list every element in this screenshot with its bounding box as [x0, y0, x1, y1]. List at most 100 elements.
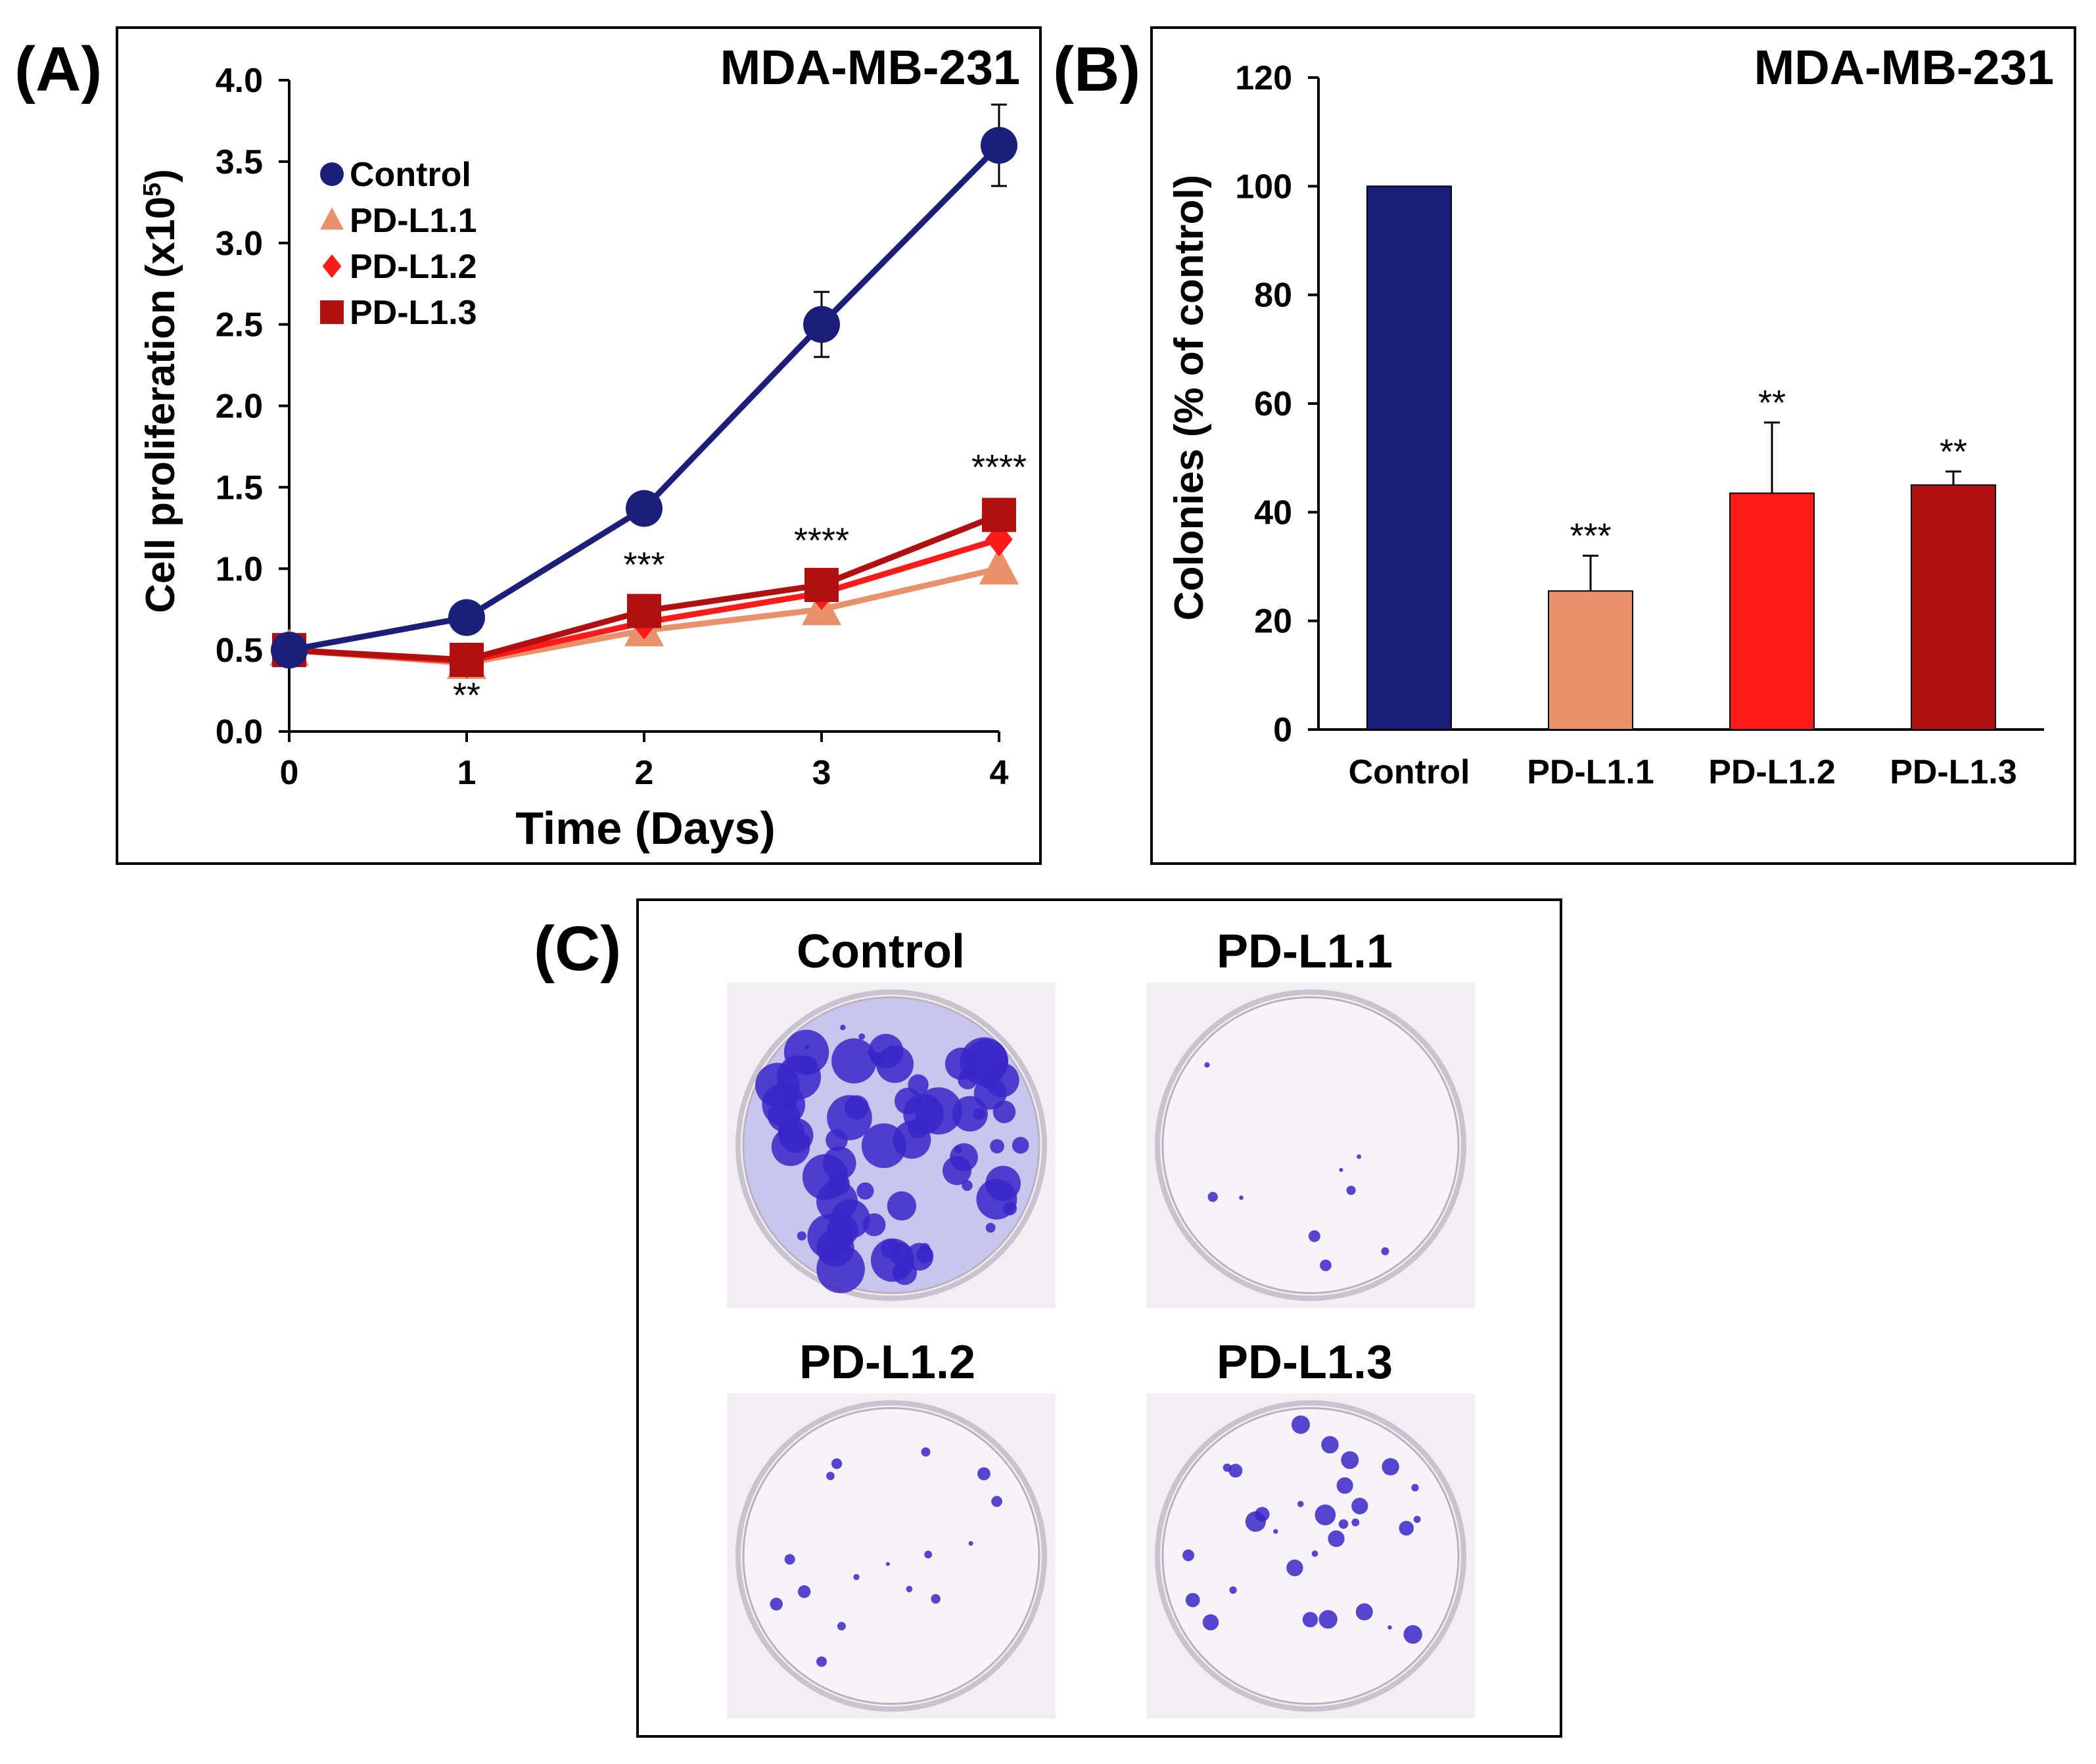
colony	[915, 1087, 962, 1135]
colony	[1328, 1530, 1345, 1547]
colony	[1318, 1610, 1338, 1629]
chart-b-ylabel: Colonies (% of control)	[1167, 175, 1212, 621]
y-tick-label: 0.0	[216, 713, 263, 751]
colony	[797, 1231, 806, 1241]
data-point	[982, 498, 1016, 532]
panel-b-label: (B)	[1053, 34, 1140, 104]
panel-a-label: (A)	[14, 34, 102, 104]
significance-label: ***	[1570, 516, 1611, 555]
y-tick-label: 4.0	[216, 62, 263, 100]
data-point	[448, 599, 485, 636]
panel-a: (A) MDA-MB-231 0.0 0.5 1.0 1.5 2.0 2.5 3.0 3.5 4…	[14, 26, 1042, 865]
colony	[1202, 1614, 1219, 1631]
colony	[1399, 1520, 1414, 1536]
legend-label: PD-L1.1	[350, 202, 477, 240]
colony	[1351, 1497, 1368, 1515]
well-pd-l11	[1146, 983, 1475, 1308]
legend-label: Control	[350, 156, 471, 194]
y-tick-label: 20	[1254, 603, 1292, 641]
chart-a-title: MDA-MB-231	[720, 40, 1020, 95]
colony	[831, 1458, 843, 1470]
colony	[1382, 1458, 1399, 1475]
y-tick-label: 120	[1235, 59, 1292, 97]
colony	[1387, 1625, 1392, 1630]
bar-control	[1366, 185, 1452, 731]
y-tick-label: 0	[1273, 711, 1292, 749]
bar-pd-l13	[1911, 484, 1996, 730]
data-point	[450, 642, 484, 677]
colony	[968, 1541, 973, 1546]
colony	[1311, 1550, 1318, 1557]
bar-pd-l11	[1548, 590, 1633, 731]
colony	[1355, 1603, 1373, 1621]
colony	[827, 1095, 872, 1140]
legend-marker	[320, 207, 344, 230]
significance-label: ***	[623, 545, 664, 585]
significance-label: **	[1758, 383, 1786, 423]
colony	[1302, 1612, 1318, 1627]
colony	[1357, 1154, 1362, 1159]
colony	[985, 1063, 1019, 1098]
well-rim	[1155, 1400, 1466, 1712]
colony	[893, 1121, 931, 1159]
colony	[876, 1045, 914, 1083]
colony	[1297, 1500, 1304, 1508]
data-point	[803, 306, 840, 343]
well-pd-l12	[727, 1393, 1056, 1719]
data-point	[981, 127, 1017, 164]
colony	[950, 1143, 978, 1172]
data-point	[804, 568, 839, 603]
colony	[778, 1118, 805, 1145]
colony	[816, 1656, 827, 1667]
colony	[916, 1246, 933, 1264]
colony	[1338, 1519, 1349, 1529]
well-control	[727, 983, 1056, 1308]
data-point	[627, 593, 661, 628]
colony	[985, 1222, 996, 1233]
colony	[1336, 1477, 1353, 1494]
panel-b-frame	[1150, 26, 2076, 865]
colony	[1182, 1549, 1194, 1562]
colony	[1012, 1136, 1029, 1154]
well-bottom	[1161, 1407, 1460, 1705]
y-tick-label: 0.5	[216, 632, 263, 670]
colony	[1239, 1195, 1244, 1200]
significance-label: **	[1940, 432, 1967, 471]
y-tick-label: 1.0	[216, 550, 263, 588]
y-tick-label: 3.5	[216, 143, 263, 181]
data-point	[979, 547, 1019, 585]
well-label: Control	[797, 925, 965, 978]
colony	[889, 1242, 913, 1266]
legend-marker	[322, 254, 342, 278]
y-tick-label: 3.0	[216, 225, 263, 263]
colony	[962, 1180, 973, 1192]
bar-pd-l12	[1729, 492, 1815, 731]
colony	[887, 1191, 917, 1221]
colony	[906, 1585, 913, 1592]
colony	[990, 1139, 1004, 1153]
well-rim	[1155, 989, 1466, 1301]
colony	[1255, 1506, 1270, 1522]
well-label: PD-L1.3	[1217, 1336, 1393, 1389]
colony	[830, 1199, 870, 1239]
colony	[867, 1050, 873, 1056]
colony	[1339, 1167, 1343, 1172]
colony	[831, 1038, 877, 1084]
colony	[1351, 1518, 1360, 1527]
x-tick-label: 2	[635, 754, 654, 792]
colony	[1320, 1259, 1332, 1272]
colony	[822, 1146, 856, 1180]
category-label: PD-L1.3	[1890, 753, 2017, 791]
y-tick-label: 2.0	[216, 388, 263, 426]
colony	[1228, 1464, 1243, 1478]
chart-a-xlabel: Time (Days)	[515, 802, 776, 854]
colony	[973, 1107, 986, 1121]
y-tick-label: 1.5	[216, 469, 263, 507]
legend-marker	[320, 162, 344, 186]
colony	[924, 1550, 933, 1559]
colony	[921, 1447, 931, 1457]
colony	[1223, 1463, 1232, 1472]
data-point	[271, 632, 308, 669]
colony	[826, 1472, 835, 1481]
